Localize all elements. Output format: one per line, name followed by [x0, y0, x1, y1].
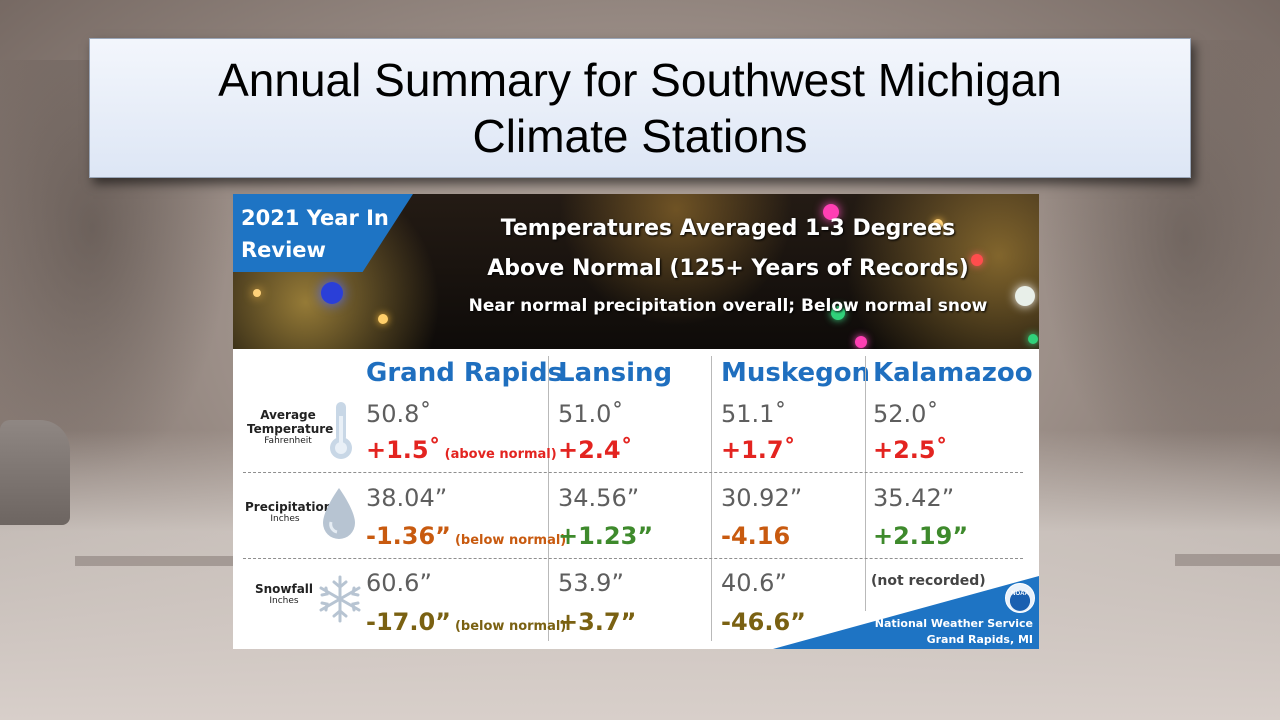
- slide-title-line-1: Annual Summary for Southwest Michigan: [218, 54, 1062, 106]
- light-dot: [1015, 286, 1035, 306]
- row-unit-precipitation: Inches: [270, 514, 300, 524]
- slide-title-line-2: Climate Stations: [472, 110, 808, 162]
- column-header-kalamazoo: Kalamazoo: [873, 358, 1033, 388]
- precip-dev-kalamazoo: +2.19”: [873, 522, 969, 550]
- background-car: [0, 420, 70, 525]
- temp-lansing: 51.0˚: [558, 400, 624, 428]
- row-label-snowfall-text: Snowfall: [254, 582, 314, 596]
- nws-office-location: Grand Rapids, MI: [926, 633, 1033, 646]
- temp-dev-grand-rapids-value: +1.5˚: [366, 436, 441, 464]
- column-header-muskegon: Muskegon: [721, 358, 871, 388]
- light-dot: [378, 314, 388, 324]
- snow-dev-lansing: +3.7”: [558, 608, 637, 636]
- column-header-grand-rapids: Grand Rapids: [366, 358, 564, 388]
- precip-grand-rapids: 38.04”: [366, 484, 448, 512]
- row-label-temperature-text: Average Temperature: [247, 408, 334, 436]
- light-dot: [933, 219, 943, 229]
- temp-dev-muskegon: +1.7˚: [721, 436, 796, 464]
- row-divider: [243, 472, 1023, 473]
- holiday-lights-banner: 2021 Year In Review Temperatures Average…: [233, 194, 1039, 349]
- snow-lansing: 53.9”: [558, 569, 624, 597]
- light-dot: [321, 282, 343, 304]
- nws-office-name: National Weather Service: [874, 617, 1033, 630]
- snow-grand-rapids: 60.6”: [366, 569, 432, 597]
- row-label-snowfall: Snowfall Inches: [253, 582, 315, 606]
- slide-title-box: Annual Summary for Southwest Michigan Cl…: [89, 38, 1191, 178]
- temp-grand-rapids: 50.8˚: [366, 400, 432, 428]
- row-unit-temperature: Fahrenheit: [264, 436, 312, 446]
- temp-dev-lansing: +2.4˚: [558, 436, 633, 464]
- snowflake-icon: [319, 575, 361, 623]
- precip-dev-grand-rapids: -1.36” (below normal): [366, 522, 566, 550]
- precip-dev-lansing: +1.23”: [558, 522, 654, 550]
- climate-summary-graphic: 2021 Year In Review Temperatures Average…: [233, 194, 1039, 649]
- background-ledge: [75, 556, 235, 566]
- precip-dev-muskegon: -4.16: [721, 522, 791, 550]
- column-divider: [548, 356, 549, 641]
- light-dot: [253, 289, 261, 297]
- temp-muskegon: 51.1˚: [721, 400, 787, 428]
- row-label-precipitation-text: Precipitation: [245, 500, 333, 514]
- headline-precipitation: Near normal precipitation overall; Below…: [468, 296, 988, 316]
- thermometer-icon: [330, 402, 352, 459]
- snow-kalamazoo-not-recorded: (not recorded): [871, 573, 986, 589]
- row-unit-snowfall: Inches: [269, 596, 299, 606]
- row-label-temperature: Average Temperature Fahrenheit: [247, 408, 333, 446]
- row-divider: [243, 558, 1023, 559]
- precip-note-grand-rapids: (below normal): [454, 533, 567, 548]
- light-dot: [971, 254, 983, 266]
- temp-kalamazoo: 52.0˚: [873, 400, 939, 428]
- temp-dev-grand-rapids: +1.5˚ (above normal): [366, 436, 557, 464]
- headline-temperatures: Temperatures Averaged 1-3 Degrees: [500, 216, 956, 241]
- noaa-logo: NOAA: [1005, 583, 1035, 613]
- snow-dev-grand-rapids-value: -17.0”: [366, 608, 451, 636]
- precip-kalamazoo: 35.42”: [873, 484, 955, 512]
- precip-muskegon: 30.92”: [721, 484, 803, 512]
- water-drop-icon: [323, 488, 355, 539]
- light-dot: [823, 204, 839, 220]
- precip-dev-grand-rapids-value: -1.36”: [366, 522, 451, 550]
- light-dot: [855, 336, 867, 348]
- column-header-lansing: Lansing: [558, 358, 673, 388]
- temp-note-grand-rapids: (above normal): [444, 447, 557, 462]
- column-divider: [711, 356, 712, 641]
- background-ledge: [1175, 554, 1280, 566]
- headline-records: Above Normal (125+ Years of Records): [487, 256, 969, 281]
- snow-dev-grand-rapids: -17.0” (below normal): [366, 608, 566, 636]
- snow-dev-muskegon: -46.6”: [721, 608, 806, 636]
- row-label-precipitation: Precipitation Inches: [245, 500, 332, 524]
- temp-dev-kalamazoo: +2.5˚: [873, 436, 948, 464]
- ribbon-text: 2021 Year In Review: [241, 206, 389, 262]
- light-dot: [831, 306, 845, 320]
- snow-muskegon: 40.6”: [721, 569, 787, 597]
- snow-note-grand-rapids: (below normal): [454, 619, 567, 634]
- light-dot: [1028, 334, 1038, 344]
- precip-lansing: 34.56”: [558, 484, 640, 512]
- column-divider: [865, 356, 866, 611]
